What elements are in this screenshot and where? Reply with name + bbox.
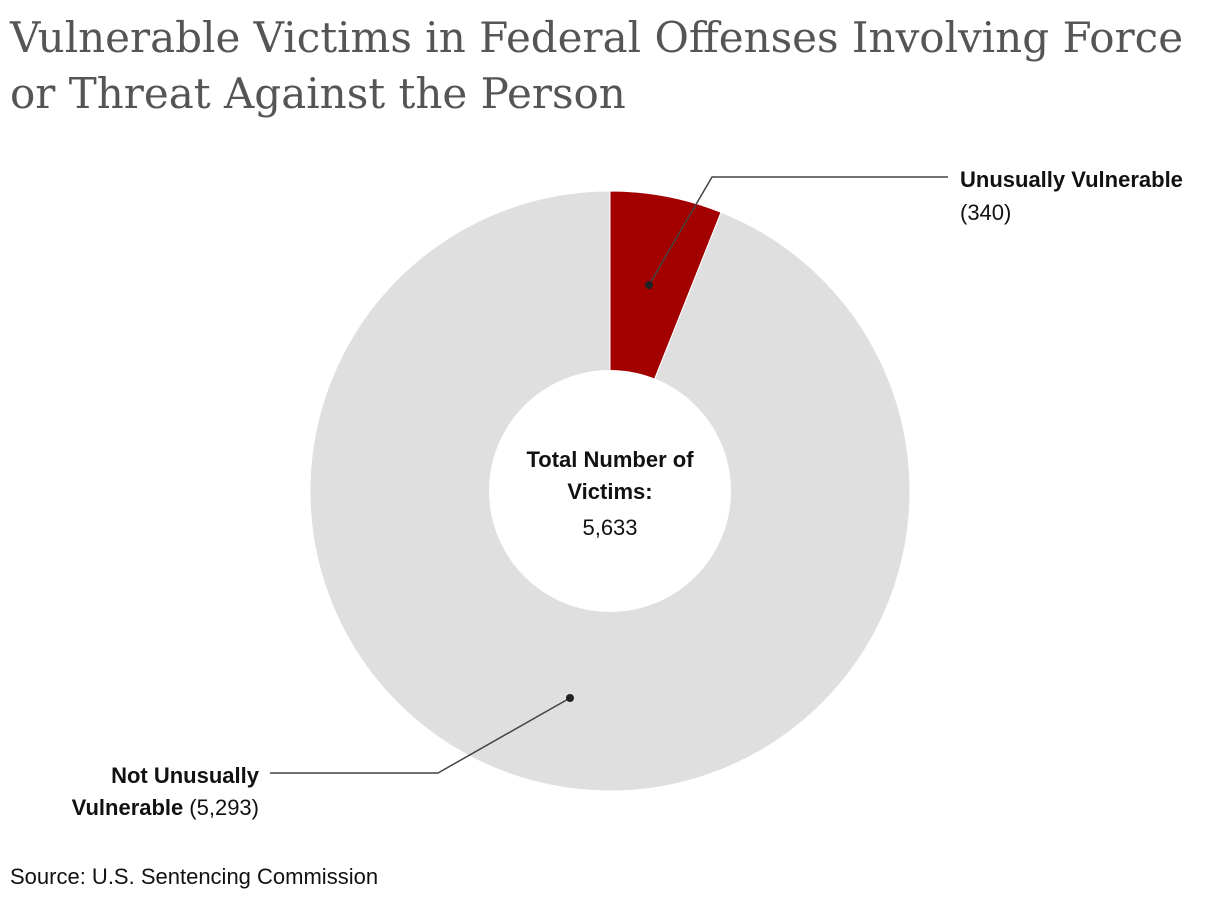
leader-dot-unusually-vulnerable bbox=[645, 281, 653, 289]
label-not-unusually-vulnerable-name: Vulnerable bbox=[72, 795, 184, 820]
leader-dot-not-unusually-vulnerable bbox=[566, 694, 574, 702]
center-title-line-1: Total Number of bbox=[526, 447, 694, 472]
center-title-line-2: Victims: bbox=[567, 479, 652, 504]
center-total-value: 5,633 bbox=[582, 515, 637, 540]
value-unusually-vulnerable: (340) bbox=[960, 200, 1011, 225]
source-note: Source: U.S. Sentencing Commission bbox=[10, 864, 379, 889]
label-unusually-vulnerable: Unusually Vulnerable bbox=[960, 167, 1183, 192]
label-not-unusually-vulnerable-line-2: Vulnerable (5,293) bbox=[72, 795, 259, 820]
value-not-unusually-vulnerable: (5,293) bbox=[189, 795, 259, 820]
label-not-unusually-vulnerable-line-1: Not Unusually bbox=[111, 763, 260, 788]
pie-slice-not-unusually-vulnerable bbox=[309, 190, 911, 792]
leader-line-not-unusually-vulnerable bbox=[270, 697, 571, 774]
donut-hole bbox=[489, 370, 731, 612]
leader-line-unusually-vulnerable bbox=[648, 176, 948, 286]
chart-title: Vulnerable Victims in Federal Offenses I… bbox=[10, 13, 1184, 118]
